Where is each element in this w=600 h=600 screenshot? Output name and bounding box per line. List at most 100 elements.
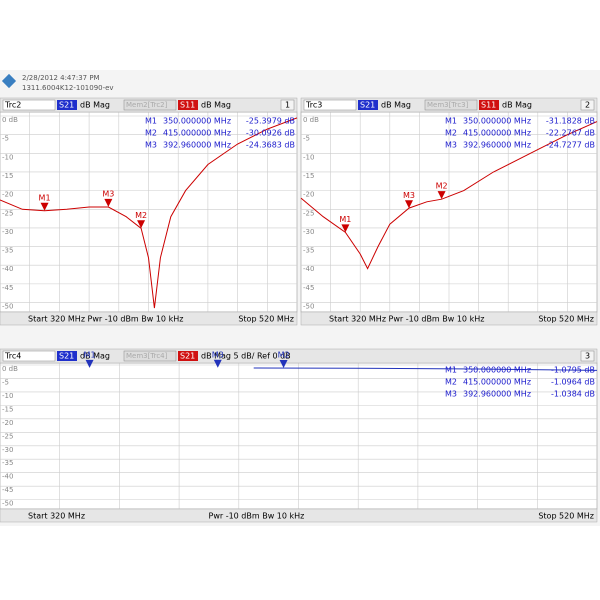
readout-value: -30.0926 dB — [246, 129, 295, 138]
y-tick-label: -15 — [303, 172, 314, 180]
y-tick-label: -5 — [2, 378, 9, 386]
readout-value: -1.0795 dB — [551, 366, 595, 375]
marker-label: M1 — [339, 215, 351, 224]
marker — [85, 359, 94, 368]
memory-format-label: dB Mag — [502, 101, 532, 110]
channel-label: 3 — [585, 352, 590, 361]
y-tick-label: -45 — [303, 284, 314, 292]
memory-label: Mem3[Trc4] — [126, 352, 168, 360]
footer-bar — [0, 508, 598, 523]
y-tick-label: -35 — [2, 247, 13, 255]
y-tick-label: -25 — [303, 209, 314, 217]
trace-label: Trc4 — [4, 352, 21, 361]
y-tick-label: -40 — [2, 265, 13, 273]
y-tick-label: -35 — [2, 459, 13, 467]
format-label: dB Mag — [80, 101, 110, 110]
marker-label: M3 — [102, 189, 114, 198]
marker — [137, 220, 146, 229]
y-tick-label: -15 — [2, 172, 13, 180]
readout-name: M2 — [445, 378, 457, 387]
y-tick-label: 0 dB — [2, 116, 18, 124]
memory-label: Mem3[Trc3] — [427, 101, 469, 109]
meas-label: S21 — [59, 101, 74, 110]
memory-meas-label: S11 — [481, 101, 496, 110]
y-tick-label: -15 — [2, 405, 13, 413]
marker — [213, 359, 222, 368]
memory-meas-label: S11 — [180, 101, 195, 110]
memory-meas-box — [178, 100, 198, 110]
trace-box — [303, 99, 357, 111]
readout-frequency: 392.960000 MHz — [463, 141, 531, 150]
y-tick-label: -10 — [2, 153, 13, 161]
memory-format-label: dB Mag 5 dB/ Ref 0 dB — [201, 352, 291, 361]
readout-name: M1 — [445, 366, 457, 375]
memory-label: Mem2[Trc2] — [126, 101, 168, 109]
marker-label: M3 — [212, 350, 224, 359]
marker-label: M1 — [39, 193, 51, 202]
marker — [404, 200, 413, 209]
memory-meas-label: S21 — [180, 352, 195, 361]
marker-label: M2 — [135, 211, 147, 220]
readout-frequency: 350.000000 MHz — [463, 117, 531, 126]
y-tick-label: -50 — [2, 303, 13, 311]
y-tick-label: -25 — [2, 209, 13, 217]
marker — [40, 202, 49, 211]
readout-frequency: 415.000000 MHz — [463, 129, 531, 138]
y-tick-label: -50 — [2, 500, 13, 508]
trace-label: Trc3 — [305, 101, 322, 110]
memory-meas-box — [178, 351, 198, 361]
readout-name: M3 — [145, 141, 157, 150]
readout-name: M1 — [445, 117, 457, 126]
marker-label: M2 — [436, 182, 448, 191]
y-tick-label: -45 — [2, 486, 13, 494]
readout-frequency: 415.000000 MHz — [463, 378, 531, 387]
readout-value: -31.1828 dB — [546, 117, 595, 126]
readout-value: -24.7277 dB — [546, 141, 595, 150]
format-label: dB Mag — [80, 352, 110, 361]
readout-value: -22.2767 dB — [546, 129, 595, 138]
marker — [437, 191, 446, 200]
readout-frequency: 350.000000 MHz — [463, 366, 531, 375]
y-tick-label: -30 — [303, 228, 314, 236]
footer-right: Stop 520 MHz — [238, 315, 294, 324]
footer-right: Stop 520 MHz — [538, 315, 594, 324]
y-tick-label: -10 — [303, 153, 314, 161]
readout-value: -1.0964 dB — [551, 378, 595, 387]
marker — [279, 359, 288, 368]
memory-box — [424, 99, 478, 111]
meas-box — [57, 351, 77, 361]
y-tick-label: -25 — [2, 432, 13, 440]
channel-label: 2 — [585, 101, 590, 110]
channel-box — [580, 99, 595, 111]
meas-label: S21 — [360, 101, 375, 110]
footer-left: Start 320 MHz — [28, 512, 85, 521]
readout-name: M2 — [445, 129, 457, 138]
y-tick-label: -35 — [303, 247, 314, 255]
memory-meas-box — [479, 100, 499, 110]
y-tick-label: 0 dB — [2, 365, 18, 373]
readout-value: -24.3683 dB — [246, 141, 295, 150]
marker — [341, 224, 350, 233]
memory-format-label: dB Mag — [201, 101, 231, 110]
meas-label: S21 — [59, 352, 74, 361]
readout-value: -1.0384 dB — [551, 390, 595, 399]
timestamp: 2/28/2012 4:47:37 PM — [22, 74, 100, 82]
channel-label: 1 — [285, 101, 290, 110]
y-tick-label: -10 — [2, 392, 13, 400]
trace-box — [2, 99, 56, 111]
readout-name: M1 — [145, 117, 157, 126]
readout-name: M3 — [445, 390, 457, 399]
serial: 1311.6004K12-101090-ev — [22, 84, 114, 92]
readout-name: M3 — [445, 141, 457, 150]
y-tick-label: -50 — [303, 303, 314, 311]
footer-left: Start 320 MHz Pwr -10 dBm Bw 10 kHz — [329, 315, 484, 324]
footer-bar — [300, 311, 598, 326]
readout-name: M2 — [145, 129, 157, 138]
memory-box — [123, 99, 177, 111]
trace — [253, 367, 598, 371]
footer-left: Start 320 MHz Pwr -10 dBm Bw 10 kHz — [28, 315, 183, 324]
marker-label: M1 — [84, 350, 96, 359]
